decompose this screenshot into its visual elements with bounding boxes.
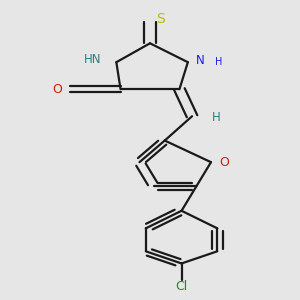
Text: N: N bbox=[195, 53, 204, 67]
Text: O: O bbox=[219, 156, 229, 169]
Text: H: H bbox=[212, 111, 221, 124]
Text: O: O bbox=[52, 83, 62, 96]
Text: S: S bbox=[156, 12, 165, 26]
Text: H: H bbox=[215, 57, 223, 67]
Text: Cl: Cl bbox=[176, 280, 188, 293]
Text: HN: HN bbox=[84, 53, 102, 66]
